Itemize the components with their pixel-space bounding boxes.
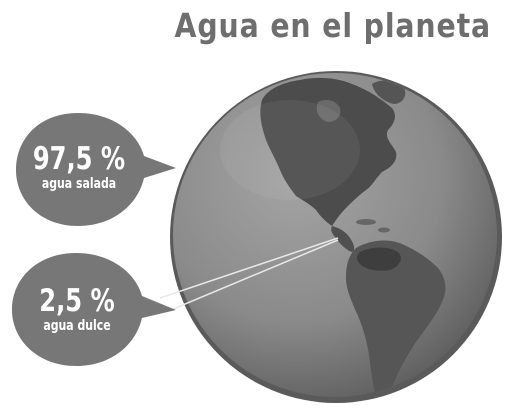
caribbean-islands xyxy=(356,219,376,225)
salada-bubble xyxy=(16,113,176,226)
globe-highlight xyxy=(220,100,360,200)
greenland-landmass xyxy=(372,80,406,104)
diagram-title: Agua en el planeta xyxy=(174,6,492,45)
caribbean-island xyxy=(378,227,390,233)
dulce-label: agua dulce xyxy=(43,318,111,334)
north-america-landmass xyxy=(260,77,397,226)
central-america-landmass xyxy=(331,226,355,252)
south-america-landmass xyxy=(346,240,446,397)
salada-label: agua salada xyxy=(41,176,117,192)
salada-callout-text: 97,5 % agua salada xyxy=(14,142,144,192)
dulce-callout-text: 2,5 % agua dulce xyxy=(12,284,142,334)
dulce-bubble xyxy=(12,253,176,366)
amazon-region xyxy=(357,247,401,271)
salada-percent: 97,5 % xyxy=(32,141,126,177)
dulce-pointer-lines xyxy=(159,237,339,313)
dulce-percent: 2,5 % xyxy=(39,283,115,319)
hudson-bay xyxy=(316,100,341,122)
